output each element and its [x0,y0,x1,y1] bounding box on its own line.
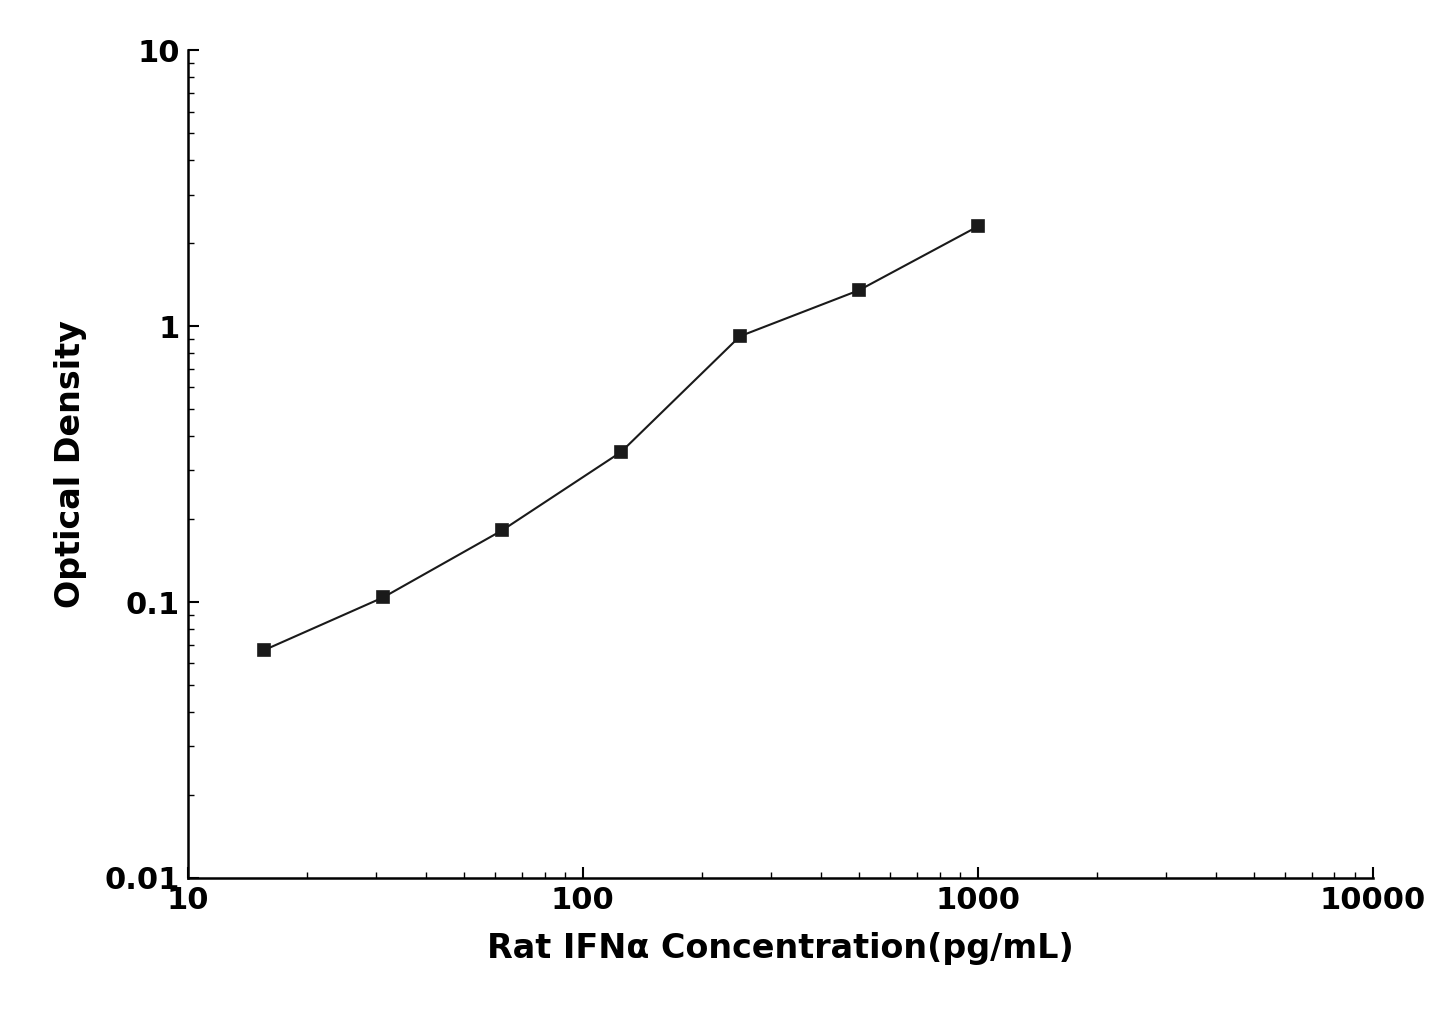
X-axis label: Rat IFNα Concentration(pg/mL): Rat IFNα Concentration(pg/mL) [487,932,1074,965]
Y-axis label: Optical Density: Optical Density [55,320,88,608]
